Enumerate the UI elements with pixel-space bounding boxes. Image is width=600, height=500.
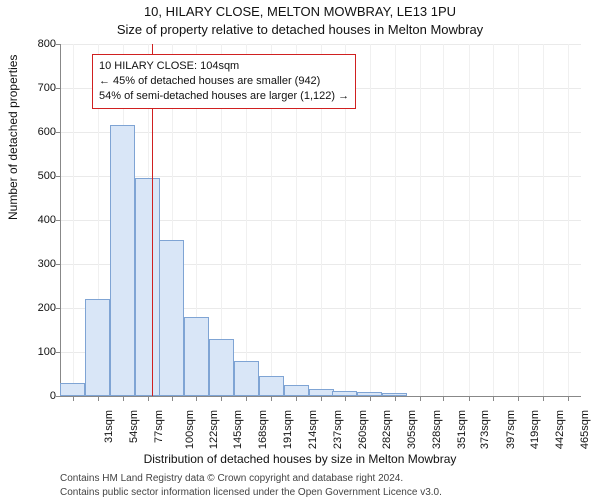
y-tick-mark — [56, 352, 61, 353]
x-tick-mark — [469, 396, 470, 401]
x-tick-label: 351sqm — [456, 410, 468, 449]
x-tick-mark — [123, 396, 124, 401]
infobox-line: 54% of semi-detached houses are larger (… — [99, 89, 349, 104]
y-tick-mark — [56, 396, 61, 397]
x-tick-mark — [98, 396, 99, 401]
y-tick-label: 600 — [16, 126, 56, 138]
x-tick-label: 31sqm — [103, 410, 115, 443]
y-tick-label: 700 — [16, 82, 56, 94]
x-tick-label: 397sqm — [506, 410, 518, 449]
x-tick-mark — [345, 396, 346, 401]
x-tick-mark — [543, 396, 544, 401]
x-tick-label: 122sqm — [208, 410, 220, 449]
y-tick-label: 800 — [16, 38, 56, 50]
x-tick-label: 214sqm — [307, 410, 319, 449]
x-tick-mark — [321, 396, 322, 401]
vgrid-line — [443, 44, 444, 396]
histogram-bar — [85, 299, 110, 396]
vgrid-line — [73, 44, 74, 396]
y-tick-label: 400 — [16, 214, 56, 226]
x-tick-label: 373sqm — [480, 410, 492, 449]
x-tick-mark — [395, 396, 396, 401]
y-tick-mark — [56, 44, 61, 45]
vgrid-line — [469, 44, 470, 396]
x-tick-mark — [172, 396, 173, 401]
histogram-bar — [234, 361, 259, 396]
histogram-bar — [284, 385, 309, 396]
vgrid-line — [518, 44, 519, 396]
x-tick-label: 442sqm — [554, 410, 566, 449]
x-tick-label: 54sqm — [128, 410, 140, 443]
vgrid-line — [370, 44, 371, 396]
x-tick-label: 305sqm — [406, 410, 418, 449]
y-tick-label: 300 — [16, 258, 56, 270]
footer-line-2: Contains public sector information licen… — [60, 487, 442, 498]
x-tick-mark — [443, 396, 444, 401]
x-tick-label: 100sqm — [184, 410, 196, 449]
vgrid-line — [543, 44, 544, 396]
x-tick-label: 168sqm — [257, 410, 269, 449]
vgrid-line — [395, 44, 396, 396]
y-tick-mark — [56, 88, 61, 89]
plot-area: 10 HILARY CLOSE: 104sqm← 45% of detached… — [60, 44, 581, 397]
histogram-bar — [184, 317, 209, 396]
footer-line-1: Contains HM Land Registry data © Crown c… — [60, 473, 403, 484]
x-tick-label: 328sqm — [431, 410, 443, 449]
x-tick-mark — [246, 396, 247, 401]
x-tick-mark — [196, 396, 197, 401]
figure: 10, HILARY CLOSE, MELTON MOWBRAY, LE13 1… — [0, 0, 600, 500]
x-axis-label: Distribution of detached houses by size … — [0, 452, 600, 466]
histogram-bar — [159, 240, 184, 396]
y-tick-label: 200 — [16, 302, 56, 314]
histogram-bar — [135, 178, 160, 396]
x-tick-label: 282sqm — [381, 410, 393, 449]
histogram-bar — [60, 383, 85, 396]
y-tick-label: 500 — [16, 170, 56, 182]
figure-title-line2: Size of property relative to detached ho… — [0, 22, 600, 37]
histogram-bar — [382, 393, 407, 396]
histogram-bar — [259, 376, 284, 396]
histogram-bar — [357, 392, 382, 396]
x-tick-mark — [370, 396, 371, 401]
y-tick-label: 100 — [16, 346, 56, 358]
x-tick-mark — [296, 396, 297, 401]
x-tick-mark — [518, 396, 519, 401]
infobox-line: 10 HILARY CLOSE: 104sqm — [99, 59, 349, 74]
histogram-bar — [209, 339, 234, 396]
x-tick-label: 260sqm — [357, 410, 369, 449]
x-tick-label: 77sqm — [153, 410, 165, 443]
x-tick-mark — [420, 396, 421, 401]
y-tick-mark — [56, 220, 61, 221]
infobox-line: ← 45% of detached houses are smaller (94… — [99, 74, 349, 89]
x-tick-label: 465sqm — [579, 410, 591, 449]
vgrid-line — [493, 44, 494, 396]
y-tick-mark — [56, 176, 61, 177]
histogram-bar — [332, 391, 357, 396]
figure-title-line1: 10, HILARY CLOSE, MELTON MOWBRAY, LE13 1… — [0, 4, 600, 19]
x-tick-mark — [221, 396, 222, 401]
vgrid-line — [420, 44, 421, 396]
x-tick-label: 191sqm — [282, 410, 294, 449]
x-tick-mark — [148, 396, 149, 401]
x-tick-mark — [271, 396, 272, 401]
vgrid-line — [568, 44, 569, 396]
y-tick-mark — [56, 264, 61, 265]
y-tick-mark — [56, 132, 61, 133]
x-tick-mark — [73, 396, 74, 401]
marker-info-box: 10 HILARY CLOSE: 104sqm← 45% of detached… — [92, 54, 356, 109]
y-tick-mark — [56, 308, 61, 309]
x-tick-label: 237sqm — [332, 410, 344, 449]
x-tick-label: 419sqm — [529, 410, 541, 449]
x-tick-label: 145sqm — [233, 410, 245, 449]
x-tick-mark — [493, 396, 494, 401]
y-tick-label: 0 — [16, 390, 56, 402]
histogram-bar — [110, 125, 135, 396]
histogram-bar — [309, 389, 334, 396]
x-tick-mark — [568, 396, 569, 401]
